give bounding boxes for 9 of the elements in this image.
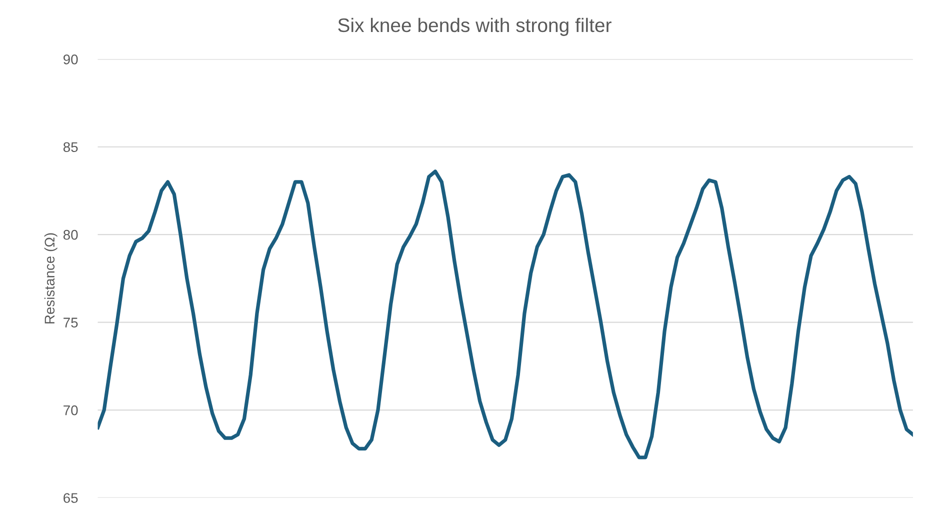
y-tick-label: 85 — [63, 142, 78, 152]
y-tick-label: 65 — [64, 493, 78, 503]
y-tick-label: 90 — [64, 54, 78, 64]
chart-title: Six knee bends with strong filter — [338, 18, 612, 36]
y-tick-label: 80 — [63, 230, 78, 240]
line-series — [98, 170, 913, 460]
y-tick-label: 75 — [64, 318, 78, 328]
y-tick-label: 70 — [64, 405, 78, 416]
y-axis-title: Resistance (Ω) — [44, 233, 58, 324]
